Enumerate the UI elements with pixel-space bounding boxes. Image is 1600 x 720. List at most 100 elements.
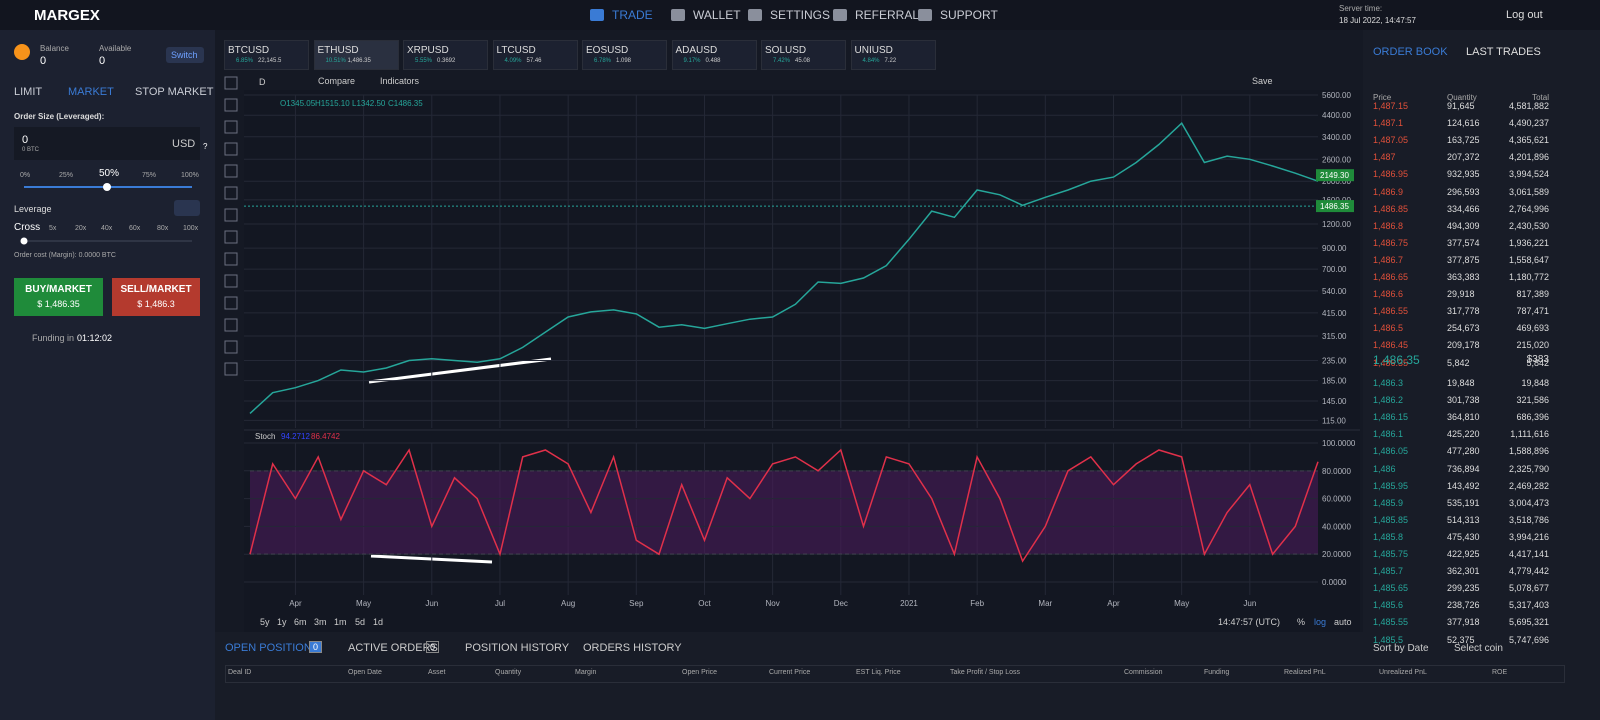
- bottom-tab[interactable]: ORDERS HISTORY: [583, 642, 682, 654]
- bottom-panel: [215, 632, 1600, 720]
- order-tab[interactable]: MARKET: [68, 86, 114, 98]
- buy-label[interactable]: BUY/MARKET: [25, 284, 92, 295]
- buy-button[interactable]: [14, 278, 103, 316]
- tool-icon: [224, 230, 238, 244]
- ohlc: C1486.35: [388, 99, 423, 108]
- y-tick-label: 2000.00: [1322, 177, 1351, 186]
- bottom-tab[interactable]: OPEN POSITIONS: [225, 642, 320, 654]
- bottom-tab[interactable]: POSITION HISTORY: [465, 642, 570, 654]
- book-cell: 19,848: [1521, 378, 1549, 388]
- book-cell: 1,486.2: [1373, 395, 1404, 406]
- server-time: 18 Jul 2022, 14:47:57: [1339, 16, 1416, 25]
- book-cell: 124,616: [1447, 118, 1480, 129]
- book-cell: 2,764,996: [1508, 203, 1549, 214]
- order-size-input[interactable]: [14, 127, 200, 160]
- column-header: Asset: [428, 669, 446, 676]
- ticker[interactable]: [761, 40, 846, 70]
- column-header: ROE: [1492, 669, 1508, 676]
- switch[interactable]: Switch: [171, 50, 198, 60]
- range-button[interactable]: 1y: [277, 617, 287, 627]
- order-tab[interactable]: STOP MARKET: [135, 86, 214, 98]
- select-coin[interactable]: Select coin: [1454, 643, 1503, 654]
- book-cell: 52,375: [1447, 634, 1475, 645]
- tool-icon: [224, 164, 238, 178]
- y-tick-label: 235.00: [1322, 357, 1347, 366]
- range-button[interactable]: 3m: [314, 617, 327, 627]
- ticker-change: 10.51%: [325, 58, 346, 64]
- slider-knob[interactable]: [103, 183, 111, 191]
- book-cell: 254,673: [1447, 323, 1480, 334]
- y-tick-label: 2600.00: [1322, 155, 1351, 164]
- tool-icon: [224, 142, 238, 156]
- ticker[interactable]: [403, 40, 488, 70]
- book-cell: 363,383: [1447, 272, 1480, 282]
- range-button[interactable]: 1d: [373, 617, 384, 627]
- nav-item[interactable]: SUPPORT: [940, 8, 998, 22]
- scale-option[interactable]: log: [1314, 617, 1327, 627]
- save[interactable]: Save: [1252, 76, 1273, 86]
- help: ?: [203, 142, 208, 151]
- range-button[interactable]: 5y: [260, 617, 270, 627]
- available-label: Available: [99, 44, 132, 53]
- indicators[interactable]: Indicators: [380, 76, 420, 86]
- book-header: Total: [1532, 93, 1549, 102]
- ticker-change: 5.55%: [415, 58, 433, 64]
- book-cell: 686,396: [1516, 412, 1549, 423]
- book-cell: 19,848: [1447, 378, 1475, 388]
- switch-button[interactable]: [166, 47, 204, 63]
- ohlc: O1345.05: [280, 99, 316, 108]
- sell-button[interactable]: [112, 278, 200, 316]
- tool-icon: [224, 186, 238, 200]
- bottom-tab[interactable]: ACTIVE ORDERS: [348, 642, 438, 654]
- y-tick-label: 900.00: [1322, 244, 1347, 253]
- nav-item[interactable]: SETTINGS: [770, 8, 831, 22]
- size-step: 75%: [142, 172, 157, 179]
- nav-item[interactable]: REFERRAL: [855, 8, 920, 22]
- book-cell: 1,487.15: [1373, 101, 1409, 111]
- book-cell: 5,842: [1447, 357, 1470, 368]
- order-tab[interactable]: LIMIT: [14, 86, 43, 98]
- leverage-toggle[interactable]: [174, 200, 200, 216]
- tool-icon: [224, 318, 238, 332]
- x-tick-label: Apr: [289, 599, 302, 608]
- book-header: Price: [1373, 93, 1392, 102]
- range-button[interactable]: 1m: [334, 617, 347, 627]
- ticker[interactable]: [671, 40, 757, 70]
- sort[interactable]: Sort by Date: [1373, 643, 1429, 654]
- nav-item[interactable]: WALLET: [693, 8, 741, 22]
- column-header: Realized PnL: [1284, 669, 1326, 676]
- ticker[interactable]: [313, 40, 399, 70]
- ticker[interactable]: [582, 40, 667, 70]
- interval[interactable]: D: [259, 77, 266, 87]
- compare[interactable]: Compare: [318, 76, 356, 86]
- book-cell: 1,485.5: [1373, 634, 1404, 645]
- y-tick-label: 60.0000: [1322, 495, 1351, 504]
- tool-icon: [224, 76, 238, 90]
- nav-item[interactable]: TRADE: [612, 8, 653, 22]
- range-button[interactable]: 6m: [294, 617, 307, 627]
- book-cell: 1,486.15: [1373, 412, 1409, 423]
- ticker-change: 6.78%: [594, 58, 612, 64]
- y-tick-label: 3400.00: [1322, 133, 1351, 142]
- ticker[interactable]: [492, 40, 578, 70]
- range-button[interactable]: 5d: [355, 617, 366, 627]
- book-cell: 1,485.9: [1373, 497, 1404, 508]
- slider-knob[interactable]: [20, 237, 28, 245]
- scale-option[interactable]: auto: [1334, 617, 1352, 627]
- book-tab[interactable]: LAST TRADES: [1466, 46, 1541, 58]
- book-cell: 494,309: [1447, 220, 1480, 231]
- tab-count: 0: [309, 641, 323, 653]
- book-tab[interactable]: ORDER BOOK: [1373, 46, 1448, 58]
- size-step: 25%: [59, 172, 74, 179]
- book-cell: 1,558,647: [1508, 254, 1549, 265]
- sell-label[interactable]: SELL/MARKET: [120, 284, 192, 295]
- scale-option[interactable]: %: [1297, 617, 1306, 627]
- column-header: Open Price: [682, 669, 718, 676]
- ticker[interactable]: [224, 40, 309, 70]
- column-header: Current Price: [769, 669, 811, 676]
- logout[interactable]: Log out: [1506, 9, 1543, 21]
- book-cell: 1,486.1: [1373, 429, 1404, 440]
- book-cell: 422,925: [1447, 549, 1480, 559]
- ticker[interactable]: [850, 40, 936, 70]
